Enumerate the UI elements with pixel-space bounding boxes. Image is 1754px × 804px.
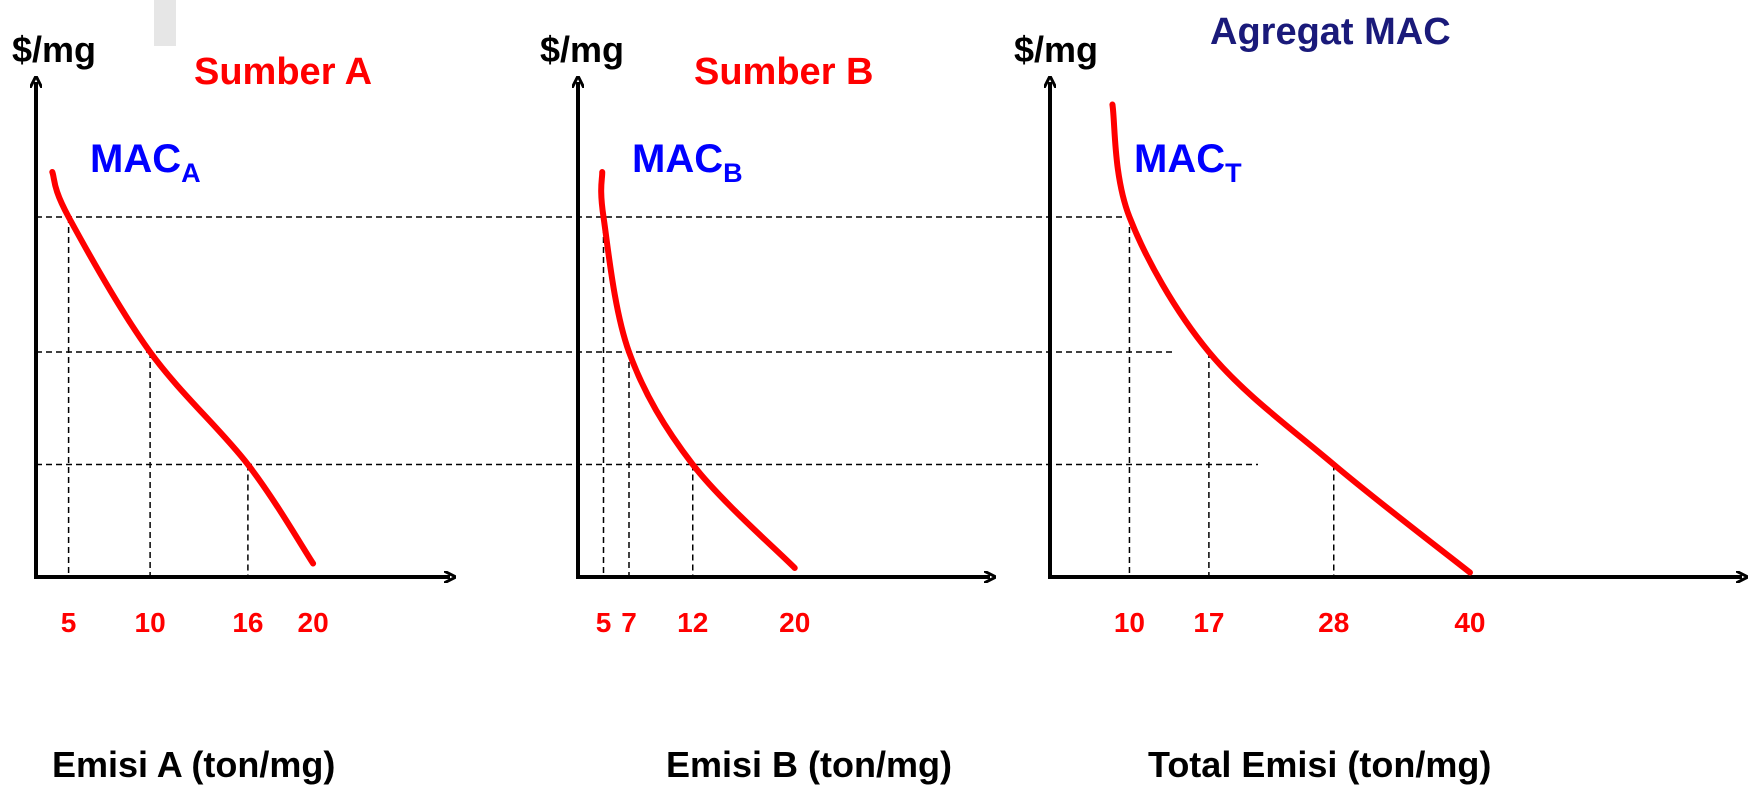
y-axis-label: $/mg bbox=[1014, 29, 1098, 70]
chart-title: Sumber A bbox=[194, 51, 372, 93]
panel-source-b: $/mg Sumber B MACB Emisi B (ton/mg) 5 7 12… bbox=[540, 29, 990, 785]
x-axis-label: Emisi A (ton/mg) bbox=[52, 744, 335, 785]
curve-label: MACA bbox=[90, 137, 201, 188]
panel-aggregate: $/mg Agregat MAC MACT Total Emisi (ton/m… bbox=[1014, 11, 1742, 785]
curve-label: MACB bbox=[632, 137, 743, 188]
x-tick-label: 5 bbox=[61, 607, 77, 638]
mac-curve-a bbox=[49, 169, 317, 567]
y-axis-label: $/mg bbox=[540, 29, 624, 70]
mac-curve-line bbox=[598, 169, 798, 571]
guide-lines bbox=[36, 216, 1335, 577]
mac-curve-t bbox=[1109, 101, 1473, 576]
x-tick-label: 40 bbox=[1454, 607, 1485, 638]
x-tick-label: 17 bbox=[1193, 607, 1224, 638]
x-tick-label: 7 bbox=[621, 607, 637, 638]
x-tick-label: 20 bbox=[779, 607, 810, 638]
x-tick-labels: 5 7 12 20 bbox=[596, 607, 811, 638]
mac-curve-line bbox=[1109, 101, 1473, 576]
x-axis-label: Total Emisi (ton/mg) bbox=[1148, 744, 1491, 785]
curve-label: MACT bbox=[1134, 137, 1242, 188]
x-tick-label: 10 bbox=[135, 607, 166, 638]
x-tick-label: 28 bbox=[1318, 607, 1349, 638]
mac-curve-b bbox=[598, 169, 798, 571]
decorative-bar bbox=[154, 0, 176, 46]
x-tick-label: 10 bbox=[1114, 607, 1145, 638]
x-tick-label: 5 bbox=[596, 607, 612, 638]
mac-curve-line bbox=[49, 169, 317, 567]
x-tick-labels: 10 17 28 40 bbox=[1114, 607, 1486, 638]
x-tick-label: 12 bbox=[677, 607, 708, 638]
x-tick-label: 20 bbox=[298, 607, 329, 638]
x-axis-label: Emisi B (ton/mg) bbox=[666, 744, 952, 785]
x-tick-label: 16 bbox=[232, 607, 263, 638]
y-axis-label: $/mg bbox=[12, 29, 96, 70]
x-tick-labels: 5 10 16 20 bbox=[61, 607, 329, 638]
chart-title: Sumber B bbox=[694, 51, 873, 93]
chart-title: Agregat MAC bbox=[1210, 11, 1451, 53]
panel-source-a: $/mg Sumber A MACA Emisi A (ton/mg) 5 10 1… bbox=[12, 29, 450, 785]
